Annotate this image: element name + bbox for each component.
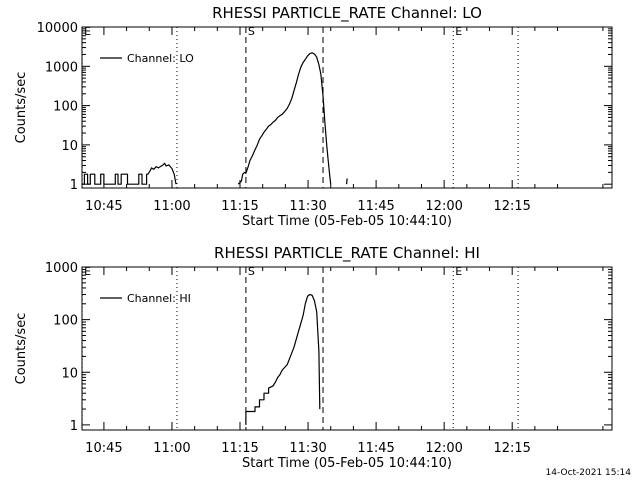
- event-marker-label: S: [248, 265, 255, 278]
- x-tick-label: 12:00: [425, 441, 462, 456]
- legend-label: Channel: HI: [127, 292, 191, 305]
- y-tick-label: 1000: [45, 261, 78, 276]
- y-tick-label: 1: [70, 419, 78, 434]
- x-tick-label: 12:15: [493, 199, 530, 214]
- footer-timestamp: 14-Oct-2021 15:14: [546, 468, 632, 478]
- event-marker-label: E: [455, 265, 462, 278]
- event-marker-label: E: [84, 265, 91, 278]
- x-tick-label: 11:45: [357, 199, 394, 214]
- series-line: [245, 293, 321, 425]
- series-line: [346, 178, 348, 185]
- chart-title: RHESSI PARTICLE_RATE Channel: LO: [212, 4, 482, 23]
- x-tick-label: 11:30: [289, 199, 326, 214]
- event-marker-label: E: [455, 25, 462, 38]
- x-tick-label: 10:45: [85, 441, 122, 456]
- x-tick-label: 10:45: [85, 199, 122, 214]
- x-tick-label: 11:15: [221, 199, 258, 214]
- x-axis-label: Start Time (05-Feb-05 10:44:10): [242, 214, 452, 229]
- y-tick-label: 1000: [45, 60, 78, 75]
- legend-label: Channel: LO: [127, 52, 194, 65]
- x-axis-label: Start Time (05-Feb-05 10:44:10): [242, 456, 452, 471]
- x-tick-label: 12:15: [493, 441, 530, 456]
- y-tick-label: 10000: [37, 21, 78, 36]
- y-tick-label: 100: [53, 314, 78, 329]
- y-tick-label: 10: [61, 366, 78, 381]
- chart-panel-lo: RHESSI PARTICLE_RATE Channel: LO E S E 1 10 10…: [14, 4, 613, 229]
- y-tick-label: 100: [53, 100, 78, 115]
- x-tick-label: 12:00: [425, 199, 462, 214]
- plot-frame: [81, 266, 613, 431]
- event-marker-label: S: [248, 25, 255, 38]
- x-tick-label: 11:45: [357, 441, 394, 456]
- x-tick-label: 11:00: [153, 441, 190, 456]
- y-axis-label: Counts/sec: [14, 313, 29, 385]
- chart-panel-hi: RHESSI PARTICLE_RATE Channel: HI E S E 1 10 10…: [14, 244, 613, 471]
- x-tick-label: 11:00: [153, 199, 190, 214]
- y-tick-label: 1: [70, 178, 78, 193]
- y-axis-label: Counts/sec: [14, 72, 29, 144]
- series-line: [82, 162, 177, 185]
- x-tick-label: 11:30: [289, 441, 326, 456]
- chart-title: RHESSI PARTICLE_RATE Channel: HI: [214, 244, 480, 263]
- series-line: [237, 52, 332, 185]
- x-tick-label: 11:15: [221, 441, 258, 456]
- event-marker-label: E: [84, 25, 91, 38]
- y-tick-label: 10: [61, 139, 78, 154]
